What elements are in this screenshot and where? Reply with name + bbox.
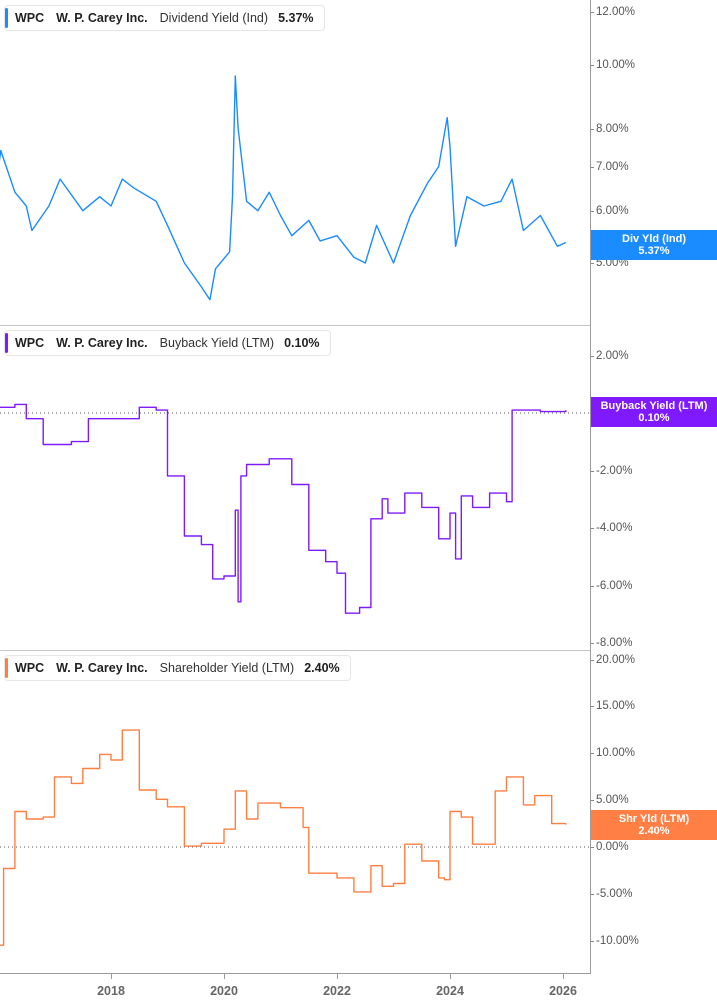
- dividend-yield-value-flag: Div Yld (Ind) 5.37%: [591, 230, 717, 260]
- x-tick-mark: [224, 974, 225, 979]
- metric-label: Buyback Yield (LTM): [159, 336, 275, 350]
- x-tick-mark: [563, 974, 564, 979]
- y-tick-label: 0.00%: [591, 841, 629, 853]
- flag-title: Div Yld (Ind): [622, 233, 686, 245]
- y-tick-label: 2.00%: [591, 350, 629, 362]
- dividend-yield-legend[interactable]: WPC W. P. Carey Inc. Dividend Yield (Ind…: [4, 5, 325, 31]
- y-tick-label: 5.00%: [591, 257, 629, 269]
- y-tick-label: -2.00%: [590, 465, 633, 477]
- x-tick-label: 2022: [323, 984, 351, 998]
- y-tick-label: -10.00%: [591, 935, 639, 947]
- dividend-yield-panel: WPC W. P. Carey Inc. Dividend Yield (Ind…: [0, 0, 717, 325]
- buyback-yield-panel: WPC W. P. Carey Inc. Buyback Yield (LTM)…: [0, 326, 717, 650]
- x-tick-label: 2026: [549, 984, 577, 998]
- company-label: W. P. Carey Inc.: [56, 11, 148, 25]
- y-tick-label: 12.00%: [590, 6, 636, 18]
- dividend-yield-line[interactable]: [0, 75, 567, 301]
- company-label: W. P. Carey Inc.: [56, 661, 148, 675]
- y-axis-line: [590, 0, 591, 973]
- shareholder-yield-line[interactable]: [0, 729, 567, 946]
- x-axis-line: [0, 973, 591, 974]
- x-tick-mark: [111, 974, 112, 979]
- metric-value: 5.37%: [278, 11, 314, 25]
- series-color-marker: [5, 333, 8, 353]
- y-tick-label: -4.00%: [590, 522, 633, 534]
- y-tick-label: -5.00%: [590, 888, 633, 900]
- metric-value: 0.10%: [284, 336, 320, 350]
- ticker-label: WPC: [15, 11, 45, 25]
- flag-value: 5.37%: [638, 245, 670, 257]
- y-tick-label: 10.00%: [590, 59, 636, 71]
- buyback-yield-legend[interactable]: WPC W. P. Carey Inc. Buyback Yield (LTM)…: [4, 330, 331, 356]
- flag-title: Shr Yld (LTM): [618, 813, 690, 825]
- company-label: W. P. Carey Inc.: [56, 336, 148, 350]
- buyback-yield-value-flag: Buyback Yield (LTM) 0.10%: [591, 397, 717, 427]
- metric-label: Shareholder Yield (LTM): [159, 661, 295, 675]
- y-tick-label: 6.00%: [591, 205, 629, 217]
- flag-value: 0.10%: [638, 412, 670, 424]
- shareholder-yield-value-flag: Shr Yld (LTM) 2.40%: [591, 810, 717, 840]
- metric-label: Dividend Yield (Ind): [159, 11, 269, 25]
- ticker-label: WPC: [15, 336, 45, 350]
- flag-value: 2.40%: [638, 825, 670, 837]
- x-tick-mark: [337, 974, 338, 979]
- y-tick-label: 7.00%: [591, 161, 629, 173]
- panel-divider[interactable]: [0, 650, 590, 651]
- shareholder-yield-panel: WPC W. P. Carey Inc. Shareholder Yield (…: [0, 651, 717, 973]
- series-color-marker: [5, 658, 8, 678]
- y-tick-label: 10.00%: [590, 747, 636, 759]
- y-tick-label: 8.00%: [591, 123, 629, 135]
- series-color-marker: [5, 8, 8, 28]
- shareholder-yield-legend[interactable]: WPC W. P. Carey Inc. Shareholder Yield (…: [4, 655, 351, 681]
- y-tick-label: 20.00%: [590, 654, 636, 666]
- panel-divider[interactable]: [0, 325, 590, 326]
- x-tick-label: 2020: [210, 984, 238, 998]
- y-tick-label: 15.00%: [590, 700, 636, 712]
- y-tick-label: -6.00%: [590, 580, 633, 592]
- flag-title: Buyback Yield (LTM): [600, 400, 708, 412]
- x-tick-label: 2024: [436, 984, 464, 998]
- y-tick-label: 5.00%: [591, 794, 629, 806]
- x-tick-mark: [450, 974, 451, 979]
- ticker-label: WPC: [15, 661, 45, 675]
- x-tick-label: 2018: [97, 984, 125, 998]
- buyback-yield-line[interactable]: [0, 403, 567, 614]
- metric-value: 2.40%: [304, 661, 340, 675]
- y-tick-label: -8.00%: [590, 637, 633, 649]
